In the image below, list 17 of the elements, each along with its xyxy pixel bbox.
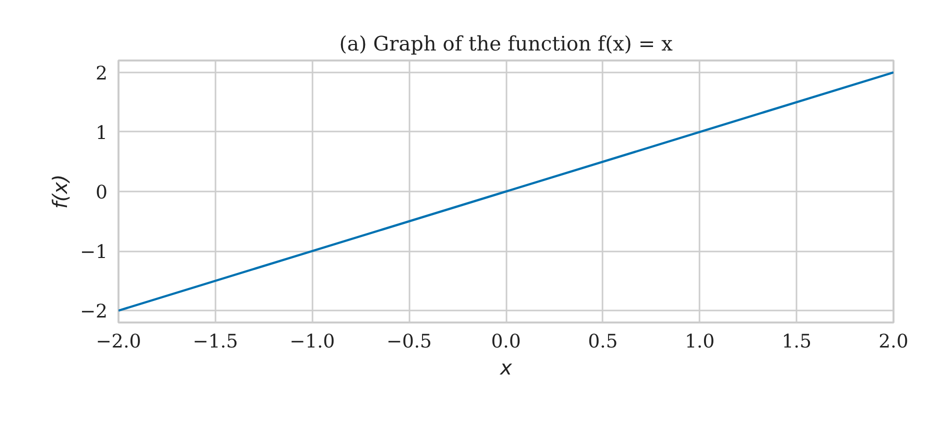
- y-tick-label: 1: [96, 122, 108, 144]
- x-tick-label: −1.5: [192, 332, 238, 352]
- y-tick-label: 0: [96, 182, 108, 204]
- x-tick-label: 1.5: [782, 332, 812, 352]
- x-tick-label: 0.5: [588, 332, 618, 352]
- x-tick-label: 0.0: [491, 332, 521, 352]
- x-axis-title: x: [499, 356, 512, 380]
- x-tick-label: −2.0: [96, 332, 142, 352]
- x-tick-label: −0.5: [386, 332, 432, 352]
- y-tick-label: −1: [80, 242, 108, 264]
- y-tick-label: −2: [80, 302, 108, 323]
- y-tick-label: 2: [96, 63, 108, 84]
- x-tick-label: 1.0: [684, 332, 715, 352]
- y-axis-title: f(x): [48, 174, 72, 209]
- x-tick-label: 2.0: [878, 332, 908, 352]
- chart-title: (a) Graph of the function f(x) = x: [339, 32, 674, 56]
- x-tick-label: −1.0: [290, 332, 335, 352]
